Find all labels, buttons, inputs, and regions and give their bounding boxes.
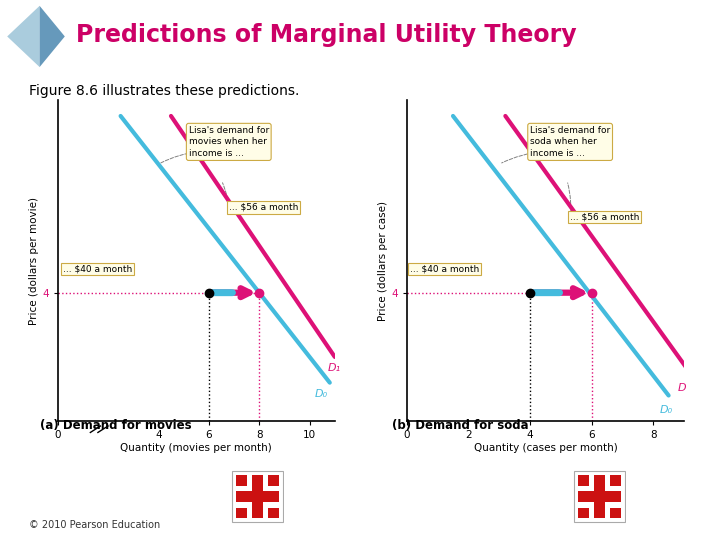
Bar	[610, 475, 621, 486]
Bar	[577, 508, 588, 518]
Bar	[236, 475, 246, 486]
Y-axis label: Price (dollars per movie): Price (dollars per movie)	[30, 197, 39, 325]
Bar	[236, 491, 279, 502]
Bar	[252, 475, 263, 518]
Text: D₀: D₀	[660, 405, 672, 415]
X-axis label: Quantity (movies per month): Quantity (movies per month)	[120, 443, 272, 453]
Text: (b) Demand for soda: (b) Demand for soda	[392, 419, 529, 433]
Text: (a) Demand for movies: (a) Demand for movies	[40, 419, 192, 433]
Text: ... $40 a month: ... $40 a month	[63, 265, 132, 273]
Polygon shape	[40, 6, 65, 67]
Text: D₁: D₁	[327, 363, 341, 373]
Text: ... $40 a month: ... $40 a month	[410, 265, 479, 273]
Text: Predictions of Marginal Utility Theory: Predictions of Marginal Utility Theory	[76, 23, 576, 47]
Bar	[577, 475, 588, 486]
Text: Figure 8.6 illustrates these predictions.: Figure 8.6 illustrates these predictions…	[29, 84, 300, 98]
X-axis label: Quantity (cases per month): Quantity (cases per month)	[474, 443, 617, 453]
Bar	[577, 491, 621, 502]
Text: ... $56 a month: ... $56 a month	[229, 202, 298, 212]
Text: © 2010 Pearson Education: © 2010 Pearson Education	[29, 520, 160, 530]
Bar	[269, 475, 279, 486]
Bar	[236, 508, 246, 518]
Bar	[269, 508, 279, 518]
Y-axis label: Price (dollars per case): Price (dollars per case)	[379, 200, 388, 321]
Bar	[594, 475, 605, 518]
Bar	[610, 508, 621, 518]
Text: Lisa's demand for
soda when her
income is ...: Lisa's demand for soda when her income i…	[530, 126, 611, 158]
Text: ... $56 a month: ... $56 a month	[570, 212, 639, 221]
Polygon shape	[7, 6, 40, 67]
Text: D₀: D₀	[315, 389, 328, 399]
Text: Lisa's demand for
movies when her
income is ...: Lisa's demand for movies when her income…	[189, 126, 269, 158]
Text: D: D	[678, 383, 686, 393]
